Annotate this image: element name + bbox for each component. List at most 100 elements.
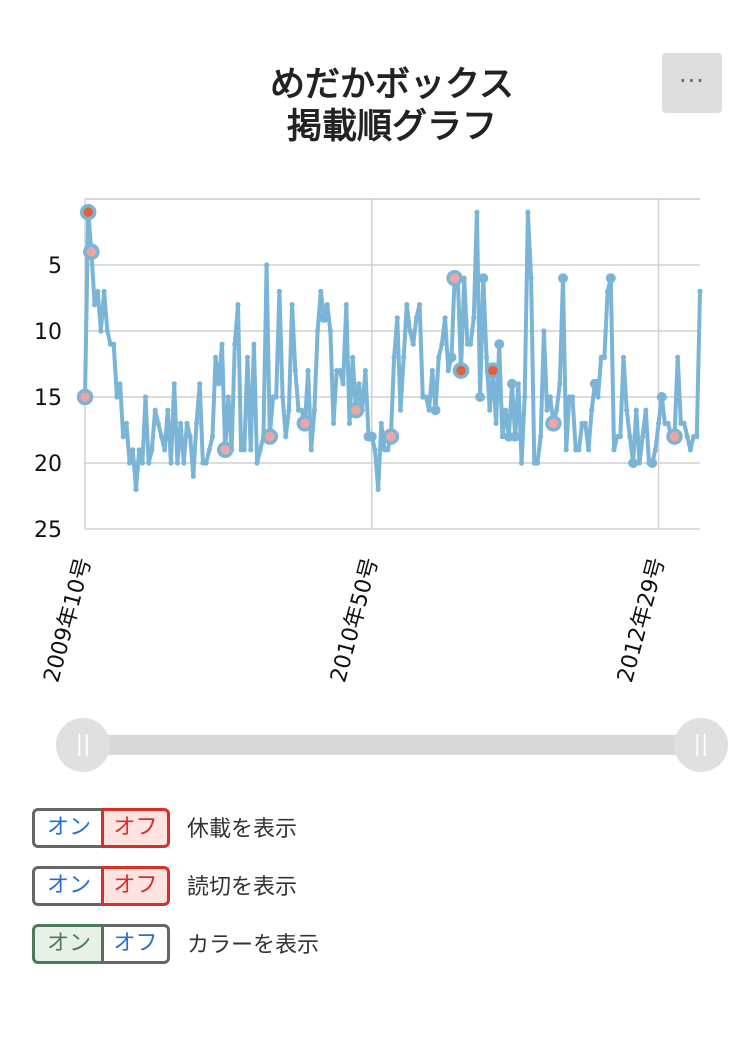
data-point <box>589 407 595 413</box>
data-point <box>318 288 324 294</box>
data-point <box>445 368 451 374</box>
chart-menu-button[interactable]: ··· <box>662 53 722 113</box>
data-point <box>120 434 126 440</box>
data-point <box>213 354 219 360</box>
range-slider-left-handle[interactable]: || <box>56 718 110 772</box>
data-point <box>190 473 196 479</box>
data-point-marker <box>656 392 667 402</box>
color-toggle-label: カラーを表示 <box>187 933 320 958</box>
data-point <box>541 328 547 334</box>
data-point <box>181 460 187 466</box>
data-point <box>624 407 630 413</box>
data-point <box>177 420 184 426</box>
break-point <box>666 428 683 445</box>
data-point <box>534 460 541 466</box>
data-point <box>471 315 477 321</box>
data-point <box>385 447 391 453</box>
data-point <box>216 381 222 387</box>
data-point <box>515 381 521 387</box>
data-point <box>343 302 349 308</box>
data-point <box>563 447 569 453</box>
data-point <box>193 420 200 426</box>
data-point <box>493 420 499 426</box>
data-point-marker <box>628 458 639 468</box>
data-point <box>576 447 582 453</box>
data-point <box>687 447 694 453</box>
data-point <box>439 341 445 347</box>
break-point <box>261 428 279 445</box>
data-point <box>98 328 104 334</box>
data-point <box>397 407 404 413</box>
data-point <box>146 460 152 466</box>
data-point-marker <box>589 378 600 389</box>
hiatus-off-button[interactable]: オフ <box>101 808 170 848</box>
oneshot-off-button[interactable]: オフ <box>101 866 170 906</box>
data-point <box>117 381 123 387</box>
data-point <box>375 486 381 492</box>
data-point <box>91 302 98 308</box>
data-point <box>158 434 165 440</box>
data-point <box>276 288 282 294</box>
y-axis-ticks: 5 10 15 20 25 <box>34 254 62 543</box>
x-tick-label: 2010年50号 <box>326 555 383 685</box>
data-point <box>142 394 149 400</box>
data-point <box>168 460 174 466</box>
data-point <box>187 434 193 440</box>
data-point <box>620 354 627 360</box>
data-point <box>139 460 145 466</box>
oneshot-toggle[interactable]: オン オフ <box>32 866 170 906</box>
data-point <box>652 447 658 453</box>
data-point <box>394 315 400 321</box>
data-point <box>219 341 225 347</box>
data-point <box>286 407 292 413</box>
range-slider-track[interactable] <box>83 735 700 755</box>
break-point <box>545 415 562 432</box>
y-tick-label: 15 <box>34 386 62 411</box>
data-point <box>410 341 416 347</box>
color-off-button[interactable]: オフ <box>101 924 170 964</box>
data-point <box>206 447 212 453</box>
series-line <box>83 210 702 492</box>
data-point <box>665 420 671 426</box>
hiatus-toggle[interactable]: オン オフ <box>32 808 170 848</box>
data-point <box>264 262 270 268</box>
data-point <box>95 288 101 294</box>
x-tick-label: 2012年29号 <box>613 555 670 685</box>
data-point <box>499 434 506 440</box>
break-point <box>296 415 314 432</box>
data-point <box>681 420 687 426</box>
break-point <box>216 441 234 459</box>
color-on-button[interactable]: オン <box>32 924 103 964</box>
data-point <box>114 394 120 400</box>
range-slider-right-handle[interactable]: || <box>674 718 728 772</box>
title-line-2: 掲載順グラフ <box>286 107 497 147</box>
data-point <box>127 460 133 466</box>
data-point <box>248 447 254 453</box>
oneshot-on-button[interactable]: オン <box>32 866 103 906</box>
data-point <box>557 381 563 387</box>
data-point <box>133 486 139 492</box>
hiatus-on-button[interactable]: オン <box>32 808 103 848</box>
data-point <box>111 341 117 347</box>
data-point <box>483 354 490 360</box>
data-point <box>585 447 592 453</box>
top-rank-point <box>452 362 470 379</box>
data-point <box>407 328 413 334</box>
data-point <box>429 368 435 374</box>
data-point <box>257 447 263 453</box>
data-point <box>327 328 333 334</box>
x-axis-ticks: 2009年10号 2010年50号 2012年29号 <box>40 555 671 685</box>
data-point <box>101 288 107 294</box>
data-point <box>171 381 177 387</box>
data-point <box>305 368 311 374</box>
data-point <box>426 407 432 413</box>
data-point-marker <box>494 339 505 350</box>
color-toggle[interactable]: オン オフ <box>32 924 170 964</box>
data-point <box>165 407 171 413</box>
break-point <box>382 428 400 445</box>
data-point <box>694 434 700 440</box>
data-point <box>340 381 346 387</box>
data-point <box>155 420 161 426</box>
data-point <box>136 447 142 453</box>
data-point <box>423 394 429 400</box>
